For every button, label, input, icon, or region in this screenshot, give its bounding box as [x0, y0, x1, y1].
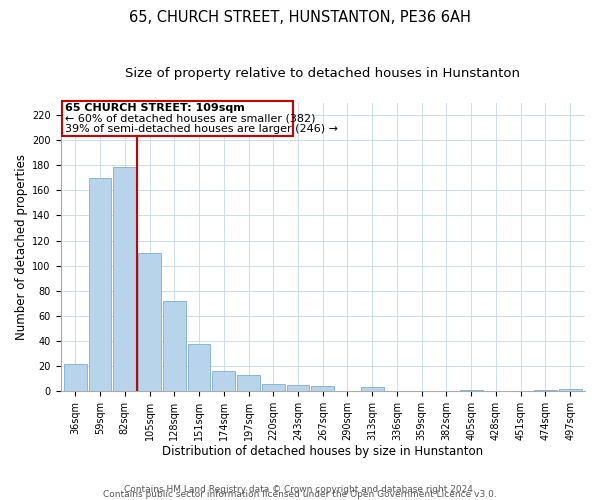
Bar	[287, 385, 310, 391]
Bar	[188, 344, 211, 391]
Bar	[163, 301, 185, 391]
Text: ← 60% of detached houses are smaller (382): ← 60% of detached houses are smaller (38…	[65, 113, 316, 123]
Bar	[62, 101, 293, 136]
Bar	[64, 364, 87, 391]
Bar	[212, 371, 235, 391]
Text: 65, CHURCH STREET, HUNSTANTON, PE36 6AH: 65, CHURCH STREET, HUNSTANTON, PE36 6AH	[129, 10, 471, 25]
Bar	[113, 166, 136, 391]
Text: Contains public sector information licensed under the Open Government Licence v3: Contains public sector information licen…	[103, 490, 497, 499]
Bar	[138, 253, 161, 391]
Bar	[89, 178, 112, 391]
Bar	[460, 390, 482, 391]
Text: 65 CHURCH STREET: 109sqm: 65 CHURCH STREET: 109sqm	[65, 103, 245, 113]
Bar	[534, 390, 557, 391]
X-axis label: Distribution of detached houses by size in Hunstanton: Distribution of detached houses by size …	[162, 444, 484, 458]
Y-axis label: Number of detached properties: Number of detached properties	[15, 154, 28, 340]
Bar	[559, 388, 581, 391]
Text: Contains HM Land Registry data © Crown copyright and database right 2024.: Contains HM Land Registry data © Crown c…	[124, 484, 476, 494]
Bar	[361, 388, 383, 391]
Bar	[311, 386, 334, 391]
Title: Size of property relative to detached houses in Hunstanton: Size of property relative to detached ho…	[125, 68, 520, 80]
Bar	[262, 384, 284, 391]
Bar	[237, 375, 260, 391]
Text: 39% of semi-detached houses are larger (246) →: 39% of semi-detached houses are larger (…	[65, 124, 338, 134]
